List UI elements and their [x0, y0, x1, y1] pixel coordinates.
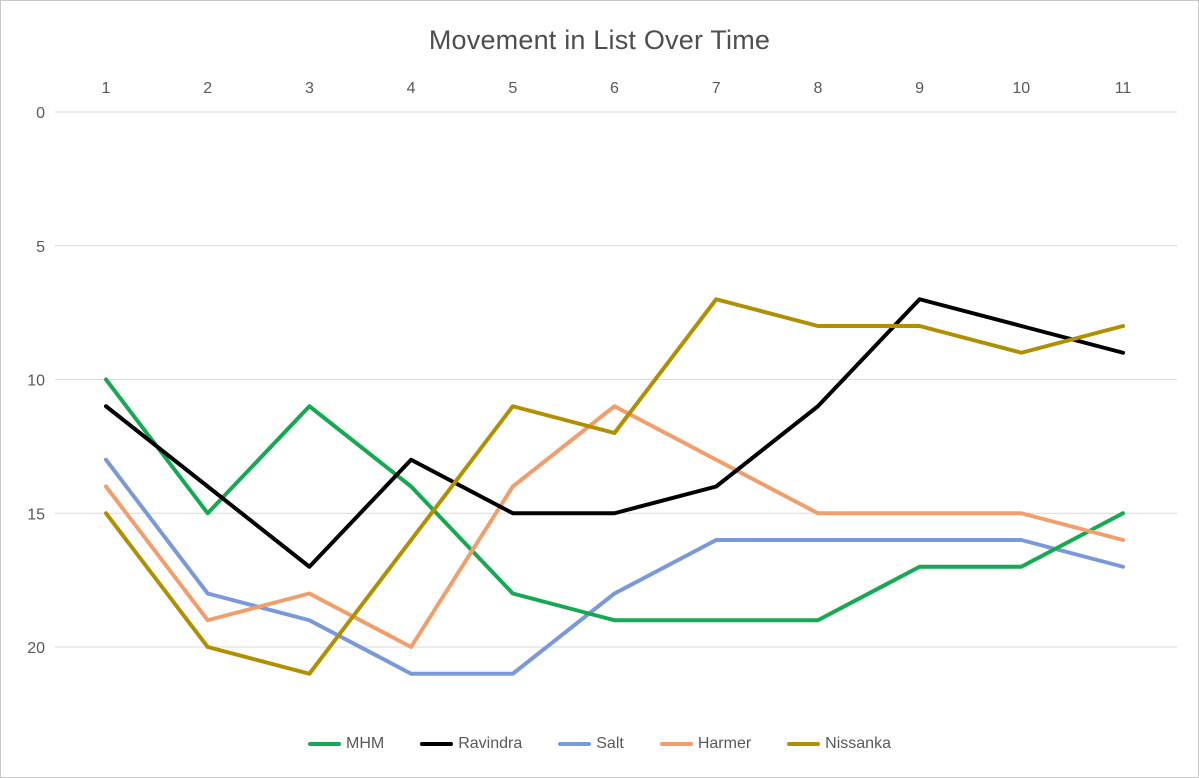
y-tick-label: 20 — [27, 640, 45, 657]
legend-swatch-salt — [558, 742, 592, 746]
legend-item-nissanka: Nissanka — [787, 735, 891, 753]
x-tick-label: 11 — [1115, 80, 1132, 97]
x-tick-label: 7 — [712, 80, 721, 97]
series-line-nissanka — [104, 297, 1125, 676]
x-tick-label: 1 — [102, 80, 111, 97]
y-tick-label: 5 — [36, 239, 45, 256]
legend-item-harmer: Harmer — [659, 735, 752, 753]
x-tick-label: 10 — [1012, 80, 1030, 97]
series-line-salt — [104, 457, 1125, 676]
legend-label-mhm: MHM — [346, 735, 385, 752]
legend-label-harmer: Harmer — [697, 735, 752, 752]
x-tick-label: 8 — [813, 80, 822, 97]
legend-item-ravindra: Ravindra — [420, 735, 522, 753]
x-tick-label: 3 — [305, 80, 314, 97]
x-tick-label: 2 — [203, 80, 212, 97]
legend-label-salt: Salt — [596, 735, 624, 752]
x-tick-label: 6 — [610, 80, 619, 97]
y-tick-label: 15 — [27, 506, 45, 523]
chart-title: Movement in List Over Time — [428, 25, 771, 55]
legend-swatch-ravindra — [420, 742, 454, 746]
legend-swatch-harmer — [659, 742, 693, 746]
legend-swatch-nissanka — [787, 742, 821, 746]
legend-item-salt: Salt — [558, 735, 624, 753]
series-line-ravindra — [104, 297, 1125, 569]
series-line-mhm — [104, 377, 1125, 623]
x-tick-label: 9 — [915, 80, 924, 97]
legend-label-ravindra: Ravindra — [458, 735, 523, 752]
y-tick-label: 0 — [36, 105, 45, 122]
series-line-harmer — [104, 404, 1125, 649]
chart-legend: MHM Ravindra Salt Harmer Nissanka — [1, 735, 1198, 753]
legend-item-mhm: MHM — [308, 735, 384, 753]
x-tick-label: 4 — [407, 80, 416, 97]
y-tick-label: 10 — [27, 373, 45, 390]
legend-swatch-mhm — [308, 742, 341, 746]
legend-label-nissanka: Nissanka — [825, 735, 891, 752]
x-tick-label: 5 — [508, 80, 517, 97]
